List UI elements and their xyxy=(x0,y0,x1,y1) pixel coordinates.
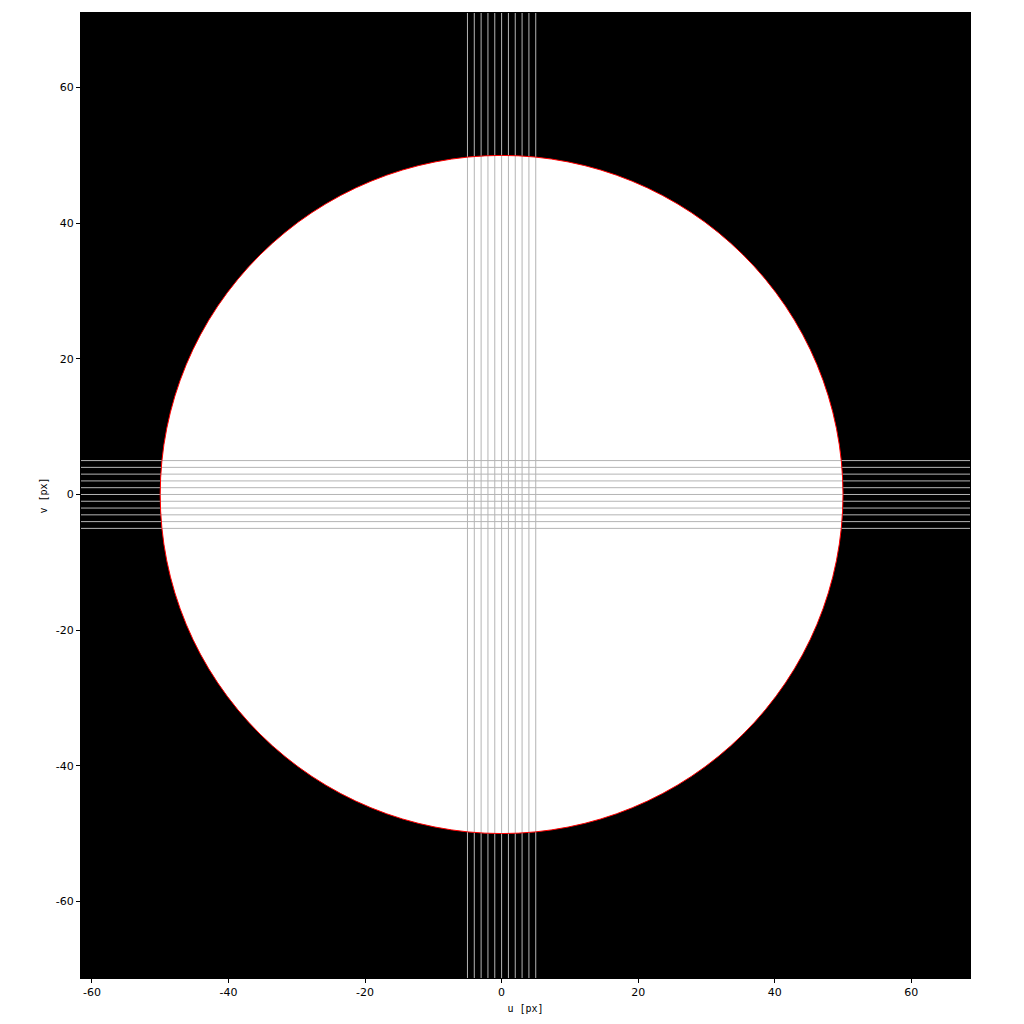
svg-text:20: 20 xyxy=(631,986,645,999)
svg-text:0: 0 xyxy=(67,488,74,501)
svg-text:-20: -20 xyxy=(56,624,74,637)
svg-text:20: 20 xyxy=(60,353,74,366)
svg-text:40: 40 xyxy=(768,986,782,999)
svg-text:60: 60 xyxy=(904,986,918,999)
svg-text:-40: -40 xyxy=(219,986,237,999)
svg-text:u [px]: u [px] xyxy=(507,1003,543,1014)
svg-text:0: 0 xyxy=(498,986,505,999)
svg-text:-20: -20 xyxy=(356,986,374,999)
svg-text:-60: -60 xyxy=(83,986,101,999)
svg-text:-40: -40 xyxy=(56,760,74,773)
svg-text:v [px]: v [px] xyxy=(38,477,49,513)
svg-text:40: 40 xyxy=(60,217,74,230)
svg-text:60: 60 xyxy=(60,81,74,94)
svg-text:-60: -60 xyxy=(56,895,74,908)
